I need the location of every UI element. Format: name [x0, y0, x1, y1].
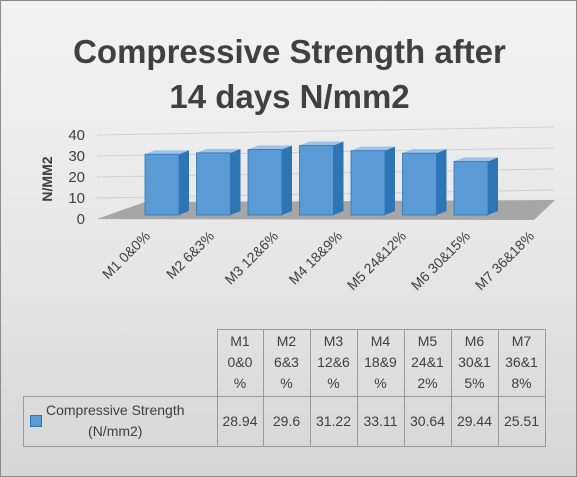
- series-label: Compressive Strength (N/mm2): [46, 400, 185, 442]
- header-line: %: [233, 375, 247, 392]
- header-line: 36&1: [505, 354, 538, 371]
- bar-top: [454, 157, 498, 162]
- bar-top: [351, 146, 395, 151]
- bar: [453, 157, 498, 216]
- header-line: 12&6: [317, 354, 350, 371]
- bar-side: [282, 145, 292, 215]
- header-line: %: [374, 375, 387, 392]
- bar-front: [402, 152, 437, 216]
- table-header-cell: M6 30&1 5%: [450, 329, 499, 397]
- bar: [402, 149, 447, 216]
- table-header-cell: M3 12&6 %: [309, 329, 358, 397]
- x-category-label: M2 6&3%: [163, 228, 217, 282]
- series-label-line: Compressive Strength: [46, 402, 185, 418]
- header-line: M3: [323, 333, 344, 350]
- chart-title-line-1: Compressive Strength after: [73, 33, 506, 70]
- bar-front: [299, 145, 334, 216]
- bar-side: [488, 157, 498, 215]
- y-tick-label: 30: [68, 148, 85, 165]
- table-value-cell: 28.94: [216, 395, 264, 447]
- table-header-row: M1 0&0 % M2 6&3 % M3 12&6 % M4 18&9 % M5: [23, 329, 546, 397]
- bar-front: [144, 153, 180, 216]
- table-corner-cell: [23, 329, 218, 397]
- x-category-label: M5 24&12%: [344, 228, 409, 293]
- header-line: 5%: [464, 375, 485, 392]
- bar-side: [385, 146, 395, 215]
- header-line: M5: [417, 333, 438, 350]
- table-value-cell: 33.11: [356, 395, 405, 447]
- header-line: %: [280, 375, 293, 392]
- bar-front: [196, 152, 231, 216]
- bar: [299, 141, 344, 216]
- plot-area: 0 10 20 30 40 M1 0&0% M2 6&3% M3 12&6% M4 18&9%…: [39, 126, 555, 293]
- table-header-cell: M4 18&9 %: [356, 329, 405, 397]
- bar-top: [145, 150, 189, 155]
- bar-top: [196, 148, 241, 153]
- x-axis-labels: M1 0&0% M2 6&3% M3 12&6% M4 18&9%M5 24&12%M…: [99, 228, 537, 293]
- chart-title-line-2: 14 days N/mm2: [169, 78, 410, 115]
- header-line: M4: [370, 333, 391, 350]
- legend-key-icon: [30, 415, 42, 427]
- bar-side: [230, 148, 241, 215]
- y-tick-label: 10: [68, 190, 85, 207]
- table-row: Compressive Strength (N/mm2) 28.94 29.6 3…: [23, 395, 546, 447]
- bar: [247, 145, 292, 216]
- bars: [144, 141, 498, 216]
- bar: [144, 150, 189, 216]
- header-line: 8%: [511, 375, 532, 392]
- header-line: 0&0: [227, 354, 253, 371]
- bar-side: [179, 150, 189, 215]
- y-tick-label: 40: [68, 127, 85, 144]
- header-line: M2: [276, 333, 297, 350]
- table-header-cell: M7 36&1 8%: [497, 329, 546, 397]
- header-line: M1: [230, 333, 250, 350]
- bar-top: [299, 141, 344, 146]
- chart-title: Compressive Strength after 14 days N/mm2: [1, 29, 576, 119]
- bar-front: [350, 150, 386, 216]
- header-line: M6: [464, 333, 485, 350]
- table-header-cell: M5 24&1 2%: [403, 329, 452, 397]
- x-category-label: M7 36&18%: [472, 228, 537, 293]
- series-label-line: (N/mm2): [88, 423, 143, 439]
- y-tick-label: 0: [77, 211, 85, 228]
- table-value-cell: 30.64: [403, 395, 452, 447]
- bar-top: [248, 145, 292, 150]
- table-value-cell: 31.22: [309, 395, 358, 447]
- x-category-label: M3 12&6%: [221, 228, 281, 288]
- bar: [350, 146, 395, 216]
- x-category-label: M4 18&9%: [285, 228, 345, 288]
- y-axis-title: N/MM2: [39, 156, 55, 201]
- bar: [196, 148, 241, 216]
- bar-front: [247, 149, 283, 216]
- header-line: %: [327, 375, 340, 392]
- bar-front: [453, 161, 489, 216]
- x-category-label: M1 0&0%: [99, 228, 153, 282]
- header-line: M7: [511, 333, 532, 350]
- header-line: 2%: [417, 375, 438, 392]
- table-value-cell: 29.6: [262, 395, 311, 447]
- header-line: 24&1: [411, 354, 444, 371]
- y-tick-label: 20: [68, 169, 85, 186]
- y-axis-ticks: 0 10 20 30 40: [68, 127, 85, 228]
- header-line: 6&3: [274, 354, 299, 371]
- bar-top: [402, 149, 447, 154]
- data-table: M1 0&0 % M2 6&3 % M3 12&6 % M4 18&9 % M5: [23, 329, 546, 447]
- x-category-label: M6 30&15%: [408, 228, 473, 293]
- table-value-cell: 29.44: [450, 395, 499, 447]
- bar-side: [333, 141, 344, 215]
- table-value-cell: 25.51: [497, 395, 546, 447]
- table-header-cell: M1 0&0 %: [216, 329, 264, 397]
- table-header-cell: M2 6&3 %: [262, 329, 311, 397]
- header-line: 18&9: [364, 354, 397, 371]
- bar-side: [436, 149, 447, 215]
- gridline: [96, 126, 555, 136]
- header-line: 30&1: [458, 354, 491, 371]
- series-label-cell: Compressive Strength (N/mm2): [23, 395, 218, 447]
